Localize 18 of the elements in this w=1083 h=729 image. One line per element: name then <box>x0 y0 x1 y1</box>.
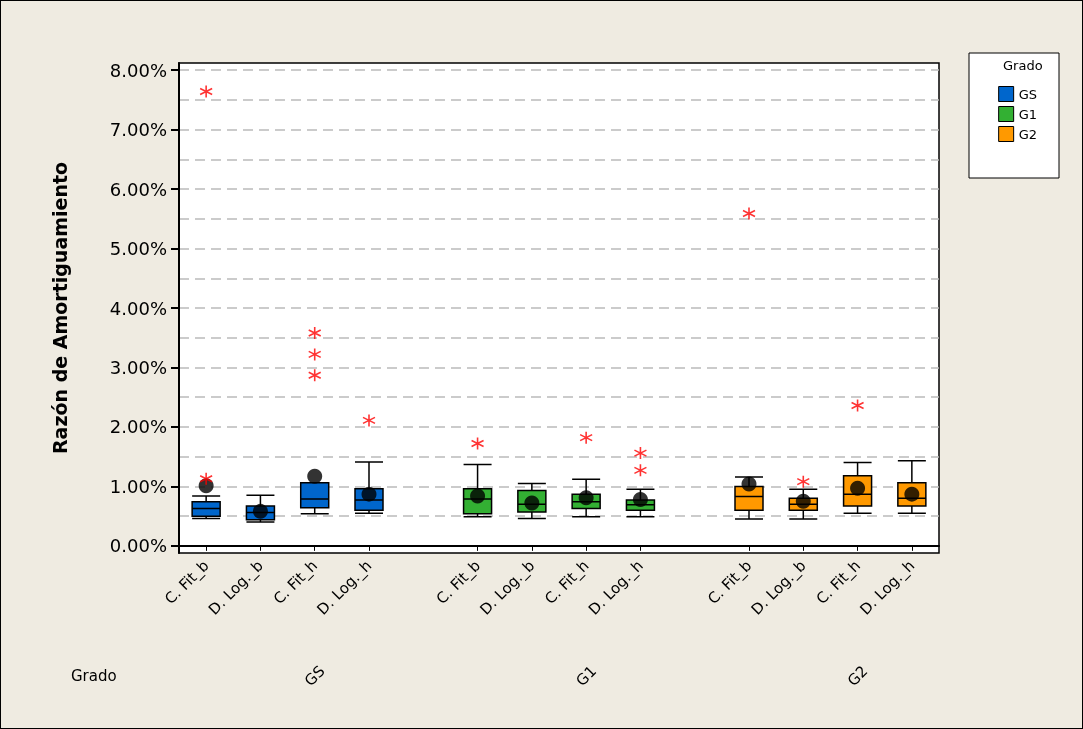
text: G2 <box>843 662 872 690</box>
y-tick-label: 1.00% <box>109 475 167 497</box>
text: GS <box>300 662 329 690</box>
text: G1 <box>572 662 600 690</box>
y-tick-label: 0.00% <box>109 535 167 557</box>
y-tick-label: 4.00% <box>109 297 167 319</box>
legend-label: G2 <box>1018 126 1038 142</box>
x-axis-title: Grado <box>71 666 117 685</box>
legend-label: GS <box>1018 86 1037 102</box>
y-axis-title: Razón de Amortiguamiento <box>48 161 71 455</box>
y-tick-label: 8.00% <box>109 59 167 81</box>
legend-title: Grado <box>1003 58 1043 73</box>
y-tick-label: 3.00% <box>109 356 167 378</box>
legend-label: G1 <box>1018 106 1038 122</box>
y-tick-label: 2.00% <box>109 416 167 438</box>
y-tick-label: 7.00% <box>109 119 167 141</box>
y-tick-label: 6.00% <box>109 178 167 200</box>
y-tick-label: 5.00% <box>109 238 167 260</box>
